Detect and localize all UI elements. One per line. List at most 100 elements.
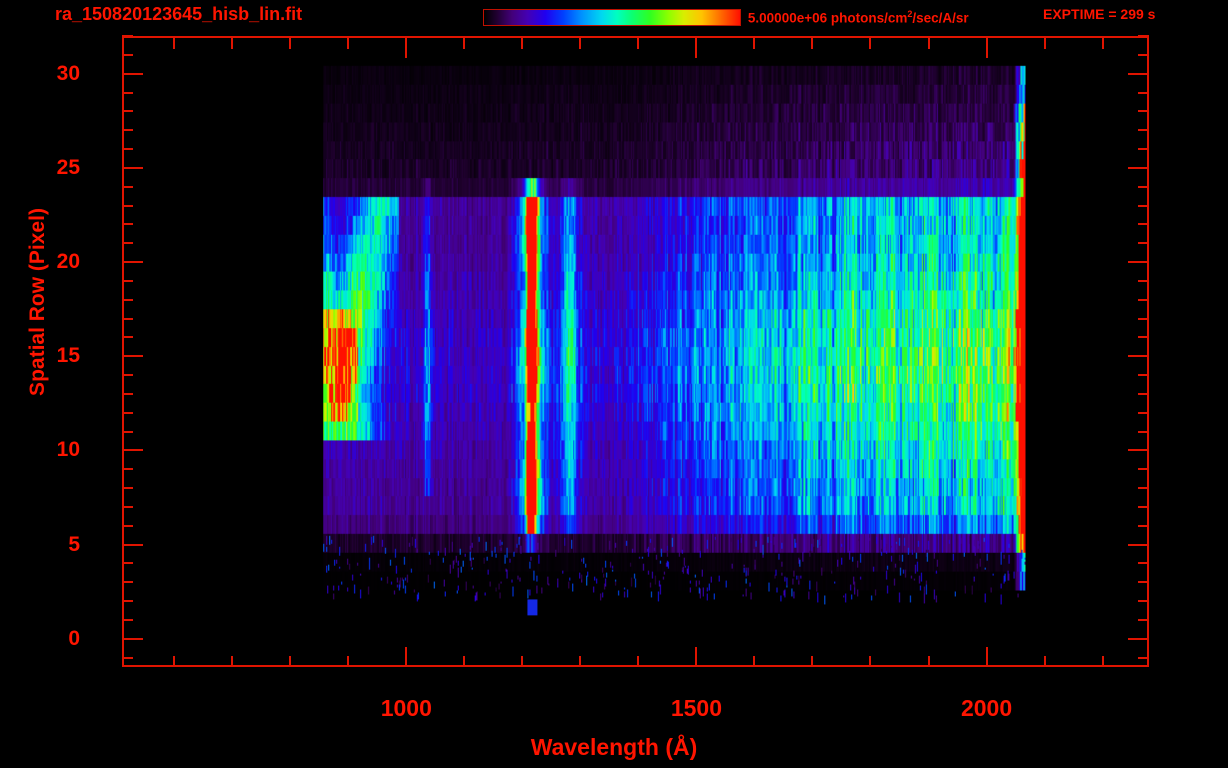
y-major-tick-right: [1128, 166, 1149, 169]
y-major-tick-right: [1128, 543, 1149, 546]
y-minor-tick-right: [1138, 53, 1149, 56]
y-major-tick: [122, 543, 143, 546]
x-major-tick-top: [405, 38, 408, 58]
x-minor-tick-top: [927, 38, 930, 49]
y-major-tick: [122, 261, 143, 264]
y-minor-tick: [122, 35, 133, 37]
x-minor-tick: [1101, 656, 1104, 667]
y-minor-tick: [122, 524, 133, 527]
y-minor-tick-right: [1138, 185, 1149, 188]
y-minor-tick: [122, 53, 133, 56]
y-tick-label: 0: [68, 626, 80, 650]
x-minor-tick-top: [753, 38, 756, 49]
x-minor-tick-top: [1043, 38, 1046, 49]
y-minor-tick-right: [1138, 581, 1149, 584]
colorbar-units-exponent: 2: [907, 8, 913, 19]
x-minor-tick-top: [811, 38, 814, 49]
y-minor-tick: [122, 336, 133, 339]
y-minor-tick: [122, 204, 133, 207]
y-axis-title: Spatial Row (Pixel): [26, 208, 49, 396]
y-minor-tick: [122, 562, 133, 565]
y-major-tick: [122, 449, 143, 452]
y-minor-tick: [122, 374, 133, 377]
x-minor-tick-top: [289, 38, 292, 49]
y-major-tick: [122, 72, 143, 75]
y-minor-tick: [122, 505, 133, 508]
y-minor-tick: [122, 223, 133, 226]
y-minor-tick-right: [1138, 374, 1149, 377]
x-minor-tick: [521, 656, 524, 667]
y-minor-tick-right: [1138, 148, 1149, 150]
y-minor-tick: [122, 392, 133, 395]
y-minor-tick-right: [1138, 204, 1149, 207]
x-minor-tick: [173, 656, 176, 667]
y-minor-tick-right: [1138, 298, 1149, 301]
y-major-tick-right: [1128, 449, 1149, 452]
x-minor-tick-top: [463, 38, 466, 49]
x-major-tick: [695, 647, 698, 667]
y-minor-tick-right: [1138, 618, 1149, 621]
colorbar-units-pre: photons/cm: [827, 10, 908, 25]
y-minor-tick: [122, 487, 133, 490]
x-minor-tick-top: [173, 38, 176, 49]
y-minor-tick: [122, 91, 133, 94]
x-minor-tick: [869, 656, 872, 667]
colorbar-min-label: 0: [474, 8, 483, 25]
colorbar: 0 5.00000e+06 photons/cm2/sec/A/sr: [474, 6, 969, 28]
x-minor-tick-top: [637, 38, 640, 49]
x-minor-tick-top: [231, 38, 234, 49]
x-major-tick: [405, 647, 408, 667]
y-tick-label: 15: [56, 344, 80, 368]
x-minor-tick-top: [579, 38, 582, 49]
y-tick-label: 20: [56, 250, 80, 274]
x-tick-label: 1500: [670, 695, 723, 721]
y-minor-tick-right: [1138, 336, 1149, 339]
x-minor-tick-top: [869, 38, 872, 49]
x-tick-label: 1000: [380, 695, 432, 721]
colorbar-max-label: 5.00000e+06 photons/cm2/sec/A/sr: [747, 8, 969, 25]
y-minor-tick: [122, 298, 133, 301]
y-minor-tick-right: [1138, 242, 1149, 245]
y-minor-tick-right: [1138, 91, 1149, 94]
x-minor-tick-top: [1101, 38, 1104, 49]
y-minor-tick: [122, 656, 133, 659]
x-major-tick-top: [985, 38, 988, 58]
y-minor-tick-right: [1138, 110, 1149, 113]
y-minor-tick: [122, 129, 133, 132]
y-major-tick: [122, 637, 143, 640]
y-minor-tick: [122, 618, 133, 621]
exposure-time-label: EXPTIME = 299 s: [1043, 6, 1156, 22]
x-tick-label: 2000: [960, 695, 1013, 721]
x-minor-tick: [579, 656, 582, 667]
y-tick-label: 25: [56, 155, 80, 179]
y-minor-tick: [122, 185, 133, 188]
y-major-tick: [122, 355, 143, 358]
y-tick-label: 30: [56, 61, 80, 85]
y-minor-tick-right: [1138, 468, 1149, 471]
y-minor-tick-right: [1138, 600, 1149, 603]
y-minor-tick: [122, 430, 133, 433]
x-major-tick-top: [695, 38, 698, 58]
spectrogram-image: [124, 38, 1147, 665]
x-minor-tick: [927, 656, 930, 667]
x-minor-tick: [289, 656, 292, 667]
colorbar-max-value: 5.00000e+06: [747, 10, 828, 25]
y-major-tick: [122, 166, 143, 169]
y-minor-tick-right: [1138, 487, 1149, 490]
y-minor-tick: [122, 468, 133, 471]
y-major-tick-right: [1128, 261, 1149, 264]
y-minor-tick-right: [1138, 505, 1149, 508]
y-minor-tick-right: [1138, 223, 1149, 226]
y-minor-tick-right: [1138, 562, 1149, 565]
y-minor-tick-right: [1138, 279, 1149, 282]
y-major-tick-right: [1128, 637, 1149, 640]
y-minor-tick: [122, 148, 133, 150]
x-minor-tick: [231, 656, 234, 667]
y-minor-tick-right: [1138, 317, 1149, 320]
y-major-tick-right: [1128, 355, 1149, 358]
y-minor-tick-right: [1138, 129, 1149, 132]
y-minor-tick-right: [1138, 392, 1149, 395]
y-tick-label: 10: [56, 438, 80, 462]
y-minor-tick-right: [1138, 430, 1149, 433]
page-title: ra_150820123645_hisb_lin.fit: [55, 4, 303, 24]
